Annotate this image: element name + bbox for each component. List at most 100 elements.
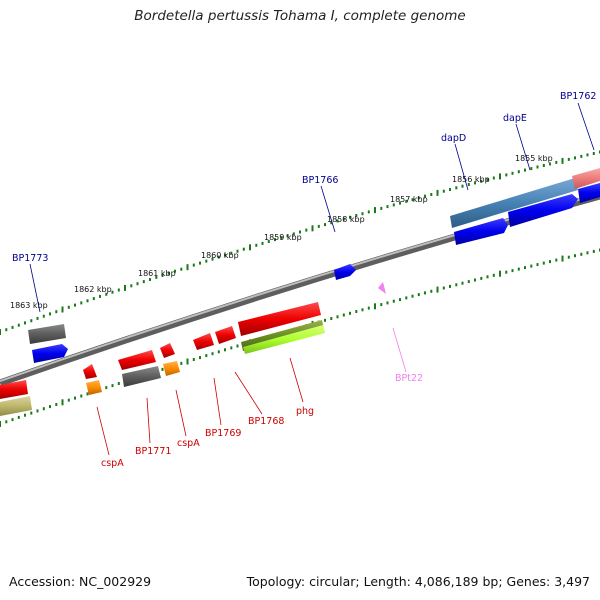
outer-minor-tick (80, 301, 83, 305)
outer-minor-tick (67, 305, 70, 309)
map-title: Bordetella pertussis Tohama I, complete … (134, 8, 466, 24)
outer-major-tick (0, 329, 1, 335)
inner-minor-tick (524, 266, 526, 270)
outer-minor-tick (55, 310, 58, 314)
outer-minor-tick (180, 267, 183, 271)
label-leaders (29, 102, 595, 456)
outer-minor-tick (317, 224, 320, 228)
outer-minor-tick (17, 323, 20, 327)
inner-minor-tick (417, 293, 420, 297)
gene-dapD-steel (450, 178, 578, 228)
inner-minor-tick (105, 386, 108, 390)
outer-minor-tick (299, 230, 301, 234)
inner-minor-tick (461, 281, 464, 285)
tick-label-1858: 1858 kbp (327, 215, 365, 224)
outer-major-tick (61, 306, 64, 313)
label-cspA-1: cspA (101, 458, 124, 469)
outer-minor-tick (205, 259, 208, 263)
gene-BPt22 (378, 282, 386, 294)
outer-minor-tick (530, 167, 533, 171)
inner-minor-tick (217, 350, 220, 354)
inner-minor-tick (199, 356, 201, 360)
label-cspA-2: cspA (177, 438, 200, 449)
outer-minor-tick (324, 223, 326, 227)
outer-minor-tick (361, 212, 364, 216)
gene-BP1771-red (118, 350, 156, 370)
scale-labels: 1863 kbp 1862 kbp 1861 kbp 1860 kbp 1859… (10, 154, 553, 310)
outer-minor-tick (386, 205, 389, 209)
inner-minor-tick (67, 398, 70, 402)
inner-minor-tick (80, 394, 83, 398)
label-BP1762: BP1762 (560, 91, 596, 102)
gene-cspA-red-2 (160, 343, 175, 358)
outer-minor-tick (242, 247, 245, 251)
outer-minor-tick (199, 261, 201, 265)
outer-major-tick (311, 225, 314, 232)
gene-BP1769-red-b (215, 326, 236, 344)
outer-minor-tick (99, 294, 101, 298)
gene-BP1766 (334, 264, 356, 280)
outer-minor-tick (261, 241, 264, 245)
outer-minor-tick (280, 236, 283, 240)
outer-minor-tick (567, 157, 570, 161)
inner-minor-tick (17, 415, 20, 419)
tick-label-1856: 1856 kbp (452, 175, 490, 184)
inner-minor-tick (11, 418, 14, 422)
inner-minor-tick (492, 273, 495, 277)
outer-minor-tick (511, 171, 514, 175)
outer-minor-tick (424, 194, 426, 198)
inner-minor-tick (380, 303, 383, 307)
gene-BP1762-salmon (572, 168, 600, 189)
outer-minor-tick (574, 156, 576, 160)
gene-left-khaki (0, 396, 32, 416)
forward-genes (28, 168, 600, 363)
outer-minor-tick (274, 238, 276, 242)
label-BPt22: BPt22 (395, 373, 423, 384)
inner-minor-tick (505, 270, 508, 274)
inner-minor-tick (430, 289, 433, 293)
inner-minor-tick (392, 299, 395, 303)
inner-major-tick (0, 421, 1, 427)
label-BP1771: BP1771 (135, 446, 171, 457)
reverse-genes (0, 282, 386, 416)
outer-minor-tick (74, 303, 76, 307)
outer-minor-tick (492, 176, 495, 180)
inner-minor-tick (86, 392, 89, 396)
label-dapE: dapE (503, 113, 527, 124)
outer-minor-tick (342, 217, 345, 221)
outer-minor-tick (142, 280, 145, 284)
outer-minor-tick (480, 179, 483, 183)
outer-minor-tick (336, 219, 339, 223)
inner-major-tick (436, 286, 439, 293)
inner-minor-tick (480, 276, 483, 280)
inner-minor-tick (542, 261, 545, 265)
tick-label-1857: 1857 kbp (390, 195, 428, 204)
label-dapD: dapD (441, 133, 466, 144)
inner-minor-tick (586, 251, 589, 255)
outer-minor-tick (555, 160, 558, 164)
inner-major-tick (186, 358, 189, 365)
outer-major-tick (561, 157, 564, 164)
tick-label-1855: 1855 kbp (515, 154, 553, 163)
outer-major-tick (374, 207, 376, 214)
inner-minor-tick (205, 354, 208, 358)
outer-minor-tick (30, 319, 33, 323)
inner-minor-tick (411, 294, 414, 298)
outer-minor-tick (130, 284, 133, 288)
gene-BP1762 (578, 183, 600, 203)
label-BP1766: BP1766 (302, 175, 338, 186)
inner-minor-tick (236, 344, 239, 348)
outer-minor-tick (586, 153, 589, 157)
inner-minor-tick (224, 348, 226, 352)
outer-minor-tick (161, 273, 164, 277)
outer-minor-tick (380, 206, 383, 210)
inner-minor-tick (511, 269, 514, 273)
label-BP1773: BP1773 (12, 253, 48, 264)
inner-minor-tick (192, 358, 195, 361)
accession-text: Accession: NC_002929 (9, 574, 152, 589)
inner-minor-tick (386, 301, 389, 305)
outer-minor-tick (305, 228, 308, 232)
outer-minor-tick (449, 188, 451, 191)
